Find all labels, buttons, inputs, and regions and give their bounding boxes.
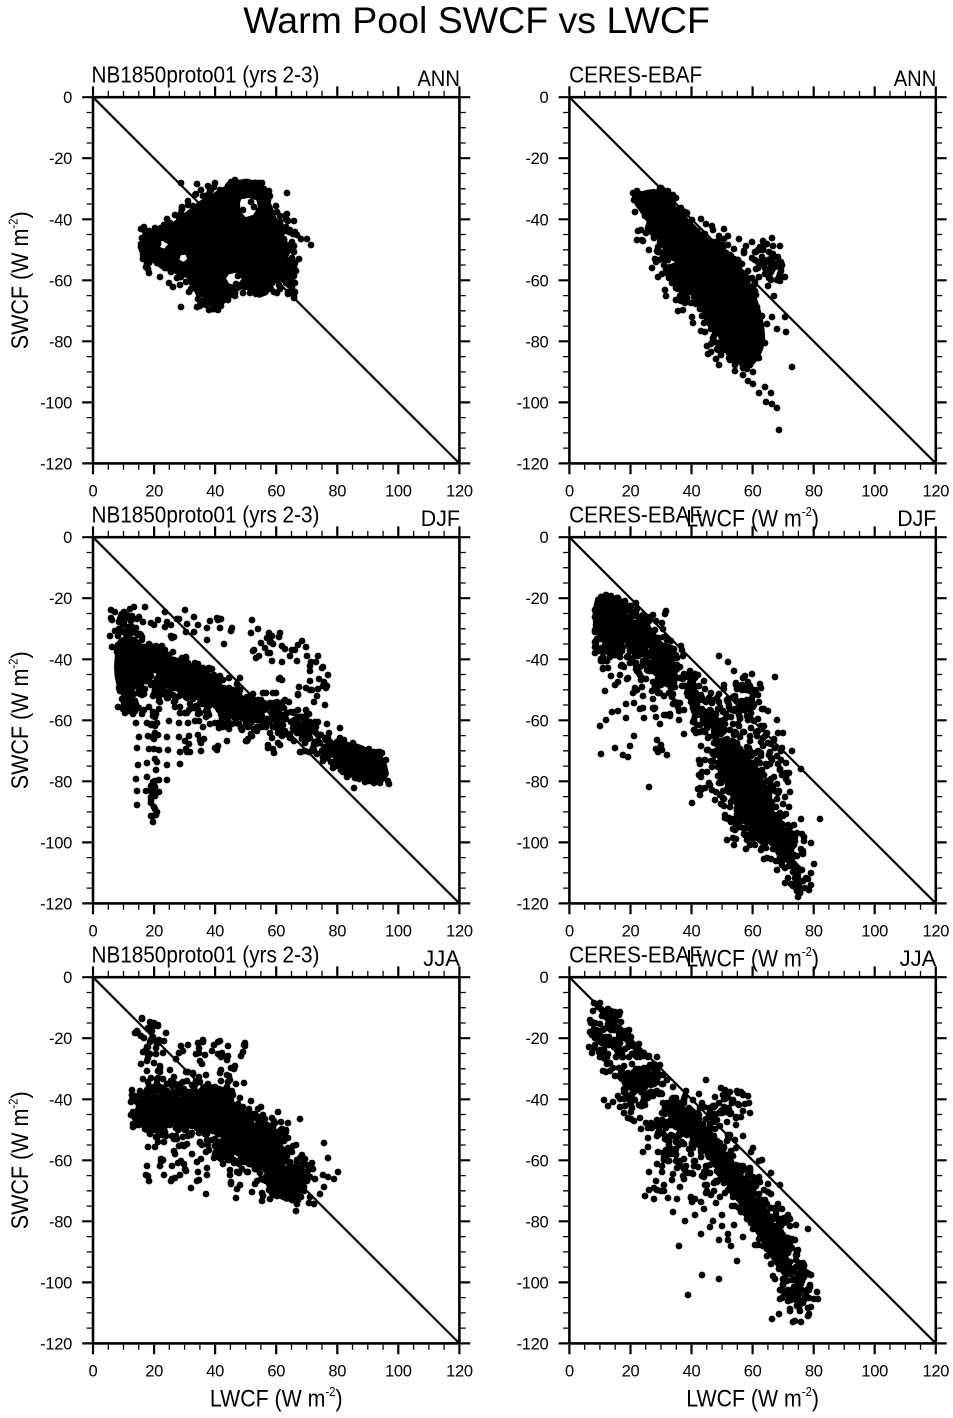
- svg-text:-100: -100: [517, 834, 549, 852]
- svg-text:-120: -120: [40, 1335, 72, 1353]
- svg-text:60: 60: [267, 923, 285, 941]
- svg-text:20: 20: [622, 923, 640, 941]
- svg-text:-60: -60: [49, 1152, 72, 1170]
- svg-text:20: 20: [145, 923, 163, 941]
- svg-text:40: 40: [206, 483, 224, 501]
- svg-text:ANN: ANN: [417, 67, 460, 91]
- svg-text:60: 60: [744, 483, 762, 501]
- svg-text:-20: -20: [49, 150, 72, 168]
- svg-text:JJA: JJA: [423, 946, 460, 971]
- svg-text:0: 0: [89, 1363, 98, 1381]
- svg-text:-100: -100: [40, 834, 72, 852]
- svg-text:80: 80: [328, 483, 346, 501]
- svg-text:-100: -100: [40, 394, 72, 412]
- svg-text:NB1850proto01 (yrs 2-3): NB1850proto01 (yrs 2-3): [92, 501, 320, 528]
- svg-text:20: 20: [145, 1363, 163, 1381]
- svg-text:NB1850proto01 (yrs 2-3): NB1850proto01 (yrs 2-3): [92, 941, 320, 968]
- svg-text:-80: -80: [525, 333, 548, 351]
- svg-text:-120: -120: [40, 455, 72, 473]
- svg-text:80: 80: [805, 483, 823, 501]
- svg-text:DJF: DJF: [897, 505, 936, 530]
- svg-text:0: 0: [565, 483, 574, 501]
- svg-text:NB1850proto01 (yrs 2-3): NB1850proto01 (yrs 2-3): [92, 61, 320, 88]
- svg-text:-40: -40: [49, 1091, 72, 1109]
- svg-text:0: 0: [63, 969, 72, 987]
- svg-text:-80: -80: [49, 1213, 72, 1231]
- svg-text:0: 0: [540, 529, 549, 547]
- svg-text:80: 80: [805, 923, 823, 941]
- svg-text:-100: -100: [40, 1274, 72, 1292]
- svg-text:CERES-EBAF: CERES-EBAF: [569, 502, 702, 528]
- svg-text:-20: -20: [49, 590, 72, 608]
- svg-text:20: 20: [145, 483, 163, 501]
- svg-text:-60: -60: [49, 712, 72, 730]
- svg-text:-60: -60: [49, 272, 72, 290]
- svg-text:DJF: DJF: [421, 505, 460, 530]
- svg-text:SWCF (W m-2): SWCF (W m-2): [6, 1091, 34, 1229]
- svg-text:120: 120: [922, 923, 949, 941]
- svg-text:120: 120: [446, 483, 473, 501]
- svg-text:-40: -40: [525, 211, 548, 229]
- svg-text:-120: -120: [40, 895, 72, 913]
- svg-text:20: 20: [622, 483, 640, 501]
- svg-text:0: 0: [63, 89, 72, 107]
- svg-text:0: 0: [63, 529, 72, 547]
- svg-text:-40: -40: [49, 651, 72, 669]
- svg-text:60: 60: [267, 483, 285, 501]
- svg-text:80: 80: [328, 1363, 346, 1381]
- svg-text:CERES-EBAF: CERES-EBAF: [569, 62, 702, 88]
- svg-text:-20: -20: [49, 1030, 72, 1048]
- svg-text:40: 40: [683, 483, 701, 501]
- svg-text:100: 100: [385, 923, 412, 941]
- svg-text:0: 0: [540, 89, 549, 107]
- svg-text:-100: -100: [517, 394, 549, 412]
- svg-text:80: 80: [328, 923, 346, 941]
- svg-text:-80: -80: [525, 773, 548, 791]
- svg-text:60: 60: [267, 1363, 285, 1381]
- svg-text:-80: -80: [49, 333, 72, 351]
- svg-text:100: 100: [385, 483, 412, 501]
- svg-text:-60: -60: [525, 712, 548, 730]
- svg-text:-60: -60: [525, 272, 548, 290]
- svg-text:-20: -20: [525, 590, 548, 608]
- svg-text:60: 60: [744, 923, 762, 941]
- svg-text:0: 0: [565, 923, 574, 941]
- svg-text:-80: -80: [49, 773, 72, 791]
- svg-text:-120: -120: [517, 895, 549, 913]
- svg-text:40: 40: [206, 1363, 224, 1381]
- svg-text:-20: -20: [525, 150, 548, 168]
- svg-text:Warm Pool SWCF vs LWCF: Warm Pool SWCF vs LWCF: [243, 0, 710, 41]
- svg-text:ANN: ANN: [894, 67, 937, 91]
- svg-text:-40: -40: [49, 211, 72, 229]
- svg-text:-40: -40: [525, 651, 548, 669]
- svg-text:40: 40: [206, 923, 224, 941]
- svg-text:100: 100: [385, 1363, 412, 1381]
- svg-text:0: 0: [89, 483, 98, 501]
- svg-text:-120: -120: [517, 455, 549, 473]
- svg-text:SWCF (W m-2): SWCF (W m-2): [6, 211, 34, 349]
- svg-text:40: 40: [683, 923, 701, 941]
- svg-text:120: 120: [446, 1363, 473, 1381]
- svg-text:SWCF (W m-2): SWCF (W m-2): [6, 651, 34, 789]
- svg-text:LWCF (W m-2): LWCF (W m-2): [210, 1384, 343, 1412]
- svg-text:100: 100: [861, 923, 888, 941]
- svg-text:100: 100: [861, 483, 888, 501]
- svg-text:120: 120: [446, 923, 473, 941]
- svg-text:0: 0: [89, 923, 98, 941]
- svg-text:120: 120: [922, 483, 949, 501]
